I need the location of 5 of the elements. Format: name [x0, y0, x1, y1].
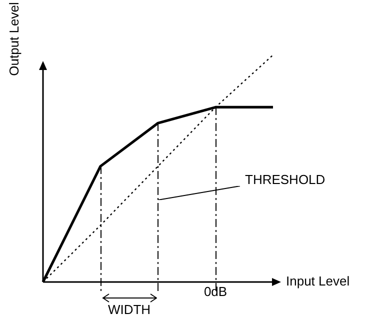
x-axis-title: Input Level — [286, 274, 350, 289]
text: 0dB — [204, 284, 228, 300]
text: WIDTH — [108, 302, 151, 318]
y-axis-title: Output Level — [6, 2, 22, 76]
annotation: THRESHOLD — [245, 172, 326, 187]
